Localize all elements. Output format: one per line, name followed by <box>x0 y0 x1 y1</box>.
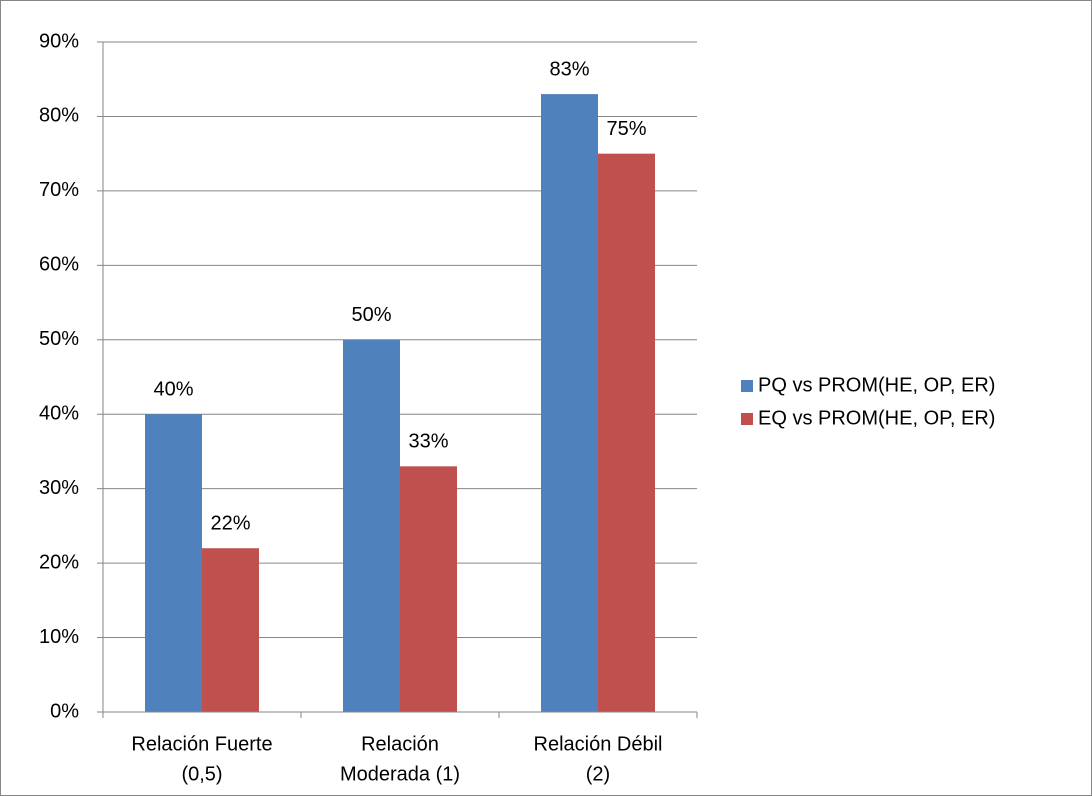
bar <box>541 94 598 713</box>
x-tick-label: (2) <box>586 763 610 785</box>
y-tick-label: 10% <box>39 626 79 648</box>
x-tick-label: Relación <box>361 733 439 755</box>
bar <box>145 414 202 712</box>
y-tick-label: 20% <box>39 551 79 573</box>
y-tick-label: 40% <box>39 403 79 425</box>
value-label: 50% <box>351 304 391 326</box>
legend-swatch <box>741 413 753 425</box>
y-tick-label: 70% <box>39 179 79 201</box>
y-tick-label: 30% <box>39 477 79 499</box>
x-tick-label: Moderada (1) <box>340 763 460 785</box>
legend-label: EQ vs PROM(HE, OP, ER) <box>758 407 995 429</box>
bar <box>202 548 259 712</box>
y-tick-label: 50% <box>39 328 79 350</box>
legend-swatch <box>741 380 753 392</box>
bar <box>598 153 655 712</box>
value-label: 83% <box>549 58 589 80</box>
bar <box>400 466 457 712</box>
x-tick-label: (0,5) <box>181 763 222 785</box>
legend-label: PQ vs PROM(HE, OP, ER) <box>758 374 995 396</box>
y-tick-label: 80% <box>39 105 79 127</box>
x-tick-label: Relación Débil <box>534 733 663 755</box>
value-label: 33% <box>408 431 448 453</box>
y-tick-label: 60% <box>39 254 79 276</box>
value-label: 40% <box>153 379 193 401</box>
y-tick-label: 90% <box>39 30 79 52</box>
bar <box>343 339 400 712</box>
y-tick-label: 0% <box>50 700 79 722</box>
value-label: 22% <box>210 513 250 535</box>
x-tick-label: Relación Fuerte <box>131 733 272 755</box>
value-label: 75% <box>606 118 646 140</box>
